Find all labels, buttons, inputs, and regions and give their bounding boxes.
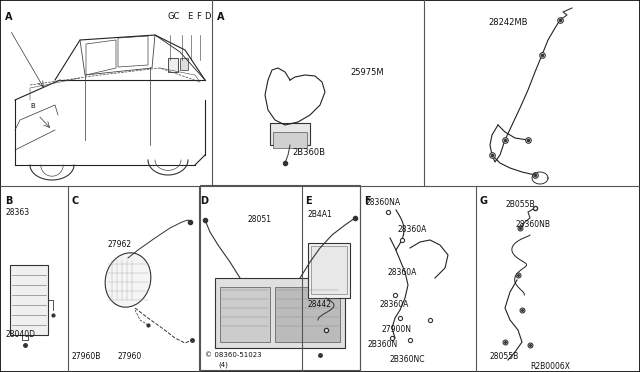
Text: 28360A: 28360A [380, 300, 410, 309]
Bar [10, 265, 48, 335]
Bar [273, 132, 307, 148]
Bar [270, 123, 310, 145]
Text: A: A [217, 12, 225, 22]
Text: D: D [204, 12, 211, 21]
Ellipse shape [105, 253, 151, 307]
Bar [308, 243, 350, 298]
Text: E: E [305, 196, 312, 206]
Text: 28242MB: 28242MB [488, 18, 527, 27]
Text: 25975M: 25975M [350, 68, 383, 77]
Text: 28360A: 28360A [398, 225, 428, 234]
Text: 2B4A1: 2B4A1 [308, 210, 333, 219]
Text: 28055B: 28055B [490, 352, 519, 361]
Text: 28442: 28442 [308, 300, 332, 309]
Text: C: C [72, 196, 79, 206]
Text: 28363: 28363 [5, 208, 29, 217]
Text: 2B360NC: 2B360NC [390, 355, 426, 364]
Text: 28360NB: 28360NB [515, 220, 550, 229]
Text: 28040D: 28040D [5, 330, 35, 339]
Bar [275, 287, 340, 342]
Text: © 08360-51023: © 08360-51023 [205, 352, 262, 358]
Bar [180, 58, 188, 70]
Text: 27960: 27960 [118, 352, 142, 361]
Bar [220, 287, 270, 342]
Text: 28360A: 28360A [388, 268, 417, 277]
Text: B: B [30, 103, 35, 109]
Text: 27900N: 27900N [382, 325, 412, 334]
Text: D: D [200, 196, 208, 206]
Text: GC: GC [168, 12, 180, 21]
Bar [168, 58, 178, 72]
Text: (4): (4) [218, 362, 228, 369]
Text: 28051: 28051 [248, 215, 272, 224]
Bar [311, 246, 347, 294]
Text: E: E [187, 12, 192, 21]
Text: 2B360B: 2B360B [292, 148, 325, 157]
Text: 27962: 27962 [108, 240, 132, 249]
Text: 2B055B: 2B055B [505, 200, 534, 209]
Text: G: G [480, 196, 488, 206]
Text: R2B0006X: R2B0006X [530, 362, 570, 371]
Text: 27960B: 27960B [72, 352, 101, 361]
Text: 28360NA: 28360NA [365, 198, 400, 207]
Bar [200, 185, 360, 370]
Text: 2B360N: 2B360N [368, 340, 398, 349]
Text: A: A [5, 12, 13, 22]
Text: F: F [364, 196, 371, 206]
Text: B: B [5, 196, 12, 206]
Bar [215, 278, 345, 348]
Text: F: F [196, 12, 201, 21]
